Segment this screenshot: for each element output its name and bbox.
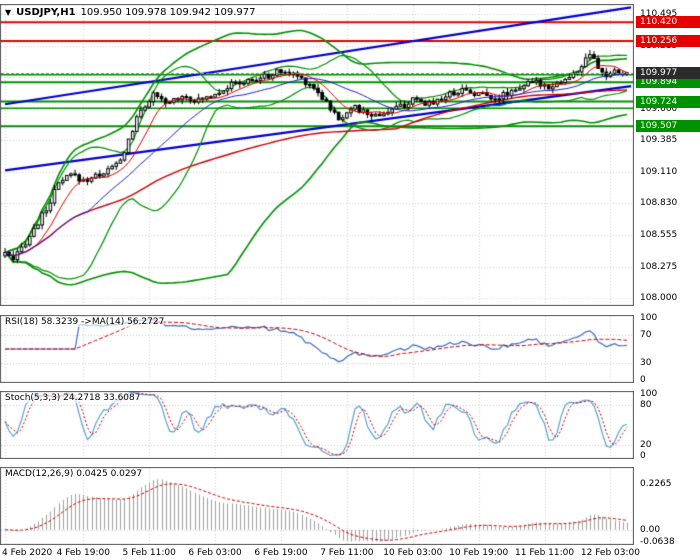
price-tick: 100 <box>640 389 658 399</box>
price-tick: 0.2265 <box>640 478 672 489</box>
price-tick: 20 <box>640 440 652 451</box>
chart-dropdown-icon[interactable]: ▼ <box>5 7 12 17</box>
time-label: 10 Feb 19:00 <box>449 548 509 558</box>
price-level-badge: 110.256 <box>636 34 700 47</box>
price-tick: 108.555 <box>640 229 678 240</box>
time-label: 4 Feb 2020 <box>2 548 53 558</box>
chart-ohlc-values: 109.950 109.978 109.942 109.977 <box>80 7 256 18</box>
time-label: 11 Feb 11:00 <box>515 548 575 558</box>
macd-panel-canvas[interactable] <box>0 467 634 545</box>
price-tick: 109.385 <box>640 135 678 146</box>
price-tick: 100 <box>640 313 658 323</box>
price-level-badge: 109.507 <box>636 120 700 133</box>
price-tick: 110.495 <box>640 8 678 19</box>
time-label: 6 Feb 19:00 <box>254 548 308 558</box>
price-tick: 0 <box>640 451 646 461</box>
price-level-badge: 109.894 <box>636 76 700 89</box>
price-tick: 70 <box>640 330 652 341</box>
price-tick: 0 <box>640 375 646 385</box>
price-tick: 109.660 <box>640 103 678 114</box>
stoch-indicator-label: Stoch(5,3,3) 24.2718 33.6087 <box>5 393 141 403</box>
time-label: 5 Feb 11:00 <box>122 548 176 558</box>
price-tick: -0.0638 <box>640 537 675 547</box>
price-tick: 108.000 <box>640 293 678 304</box>
time-label: 4 Feb 19:00 <box>56 548 110 558</box>
price-tick: 108.830 <box>640 198 678 209</box>
macd-indicator-label: MACD(12,26,9) 0.0425 0.0297 <box>5 469 143 479</box>
price-level-badge: 109.724 <box>636 95 700 108</box>
main-chart-canvas[interactable] <box>0 4 634 306</box>
chart-title: ▼ USDJPY,H1 109.950 109.978 109.942 109.… <box>5 7 256 18</box>
chart-symbol-label: USDJPY,H1 <box>16 7 76 18</box>
price-level-badge: 110.420 <box>636 16 700 29</box>
rsi-indicator-label: RSI(18) 58.3239 ->MA(14) 56.2727 <box>5 317 165 327</box>
time-label: 12 Feb 03:00 <box>580 548 640 558</box>
time-label: 10 Feb 03:00 <box>383 548 443 558</box>
price-tick: 30 <box>640 357 652 368</box>
current-price-badge: 109.977 <box>636 66 700 79</box>
price-tick: 0.00 <box>640 524 661 535</box>
time-label: 6 Feb 03:00 <box>188 548 242 558</box>
price-tick: 109.110 <box>640 166 678 177</box>
time-label: 7 Feb 11:00 <box>320 548 374 558</box>
price-tick: 80 <box>640 399 652 410</box>
price-tick: 108.275 <box>640 261 678 272</box>
